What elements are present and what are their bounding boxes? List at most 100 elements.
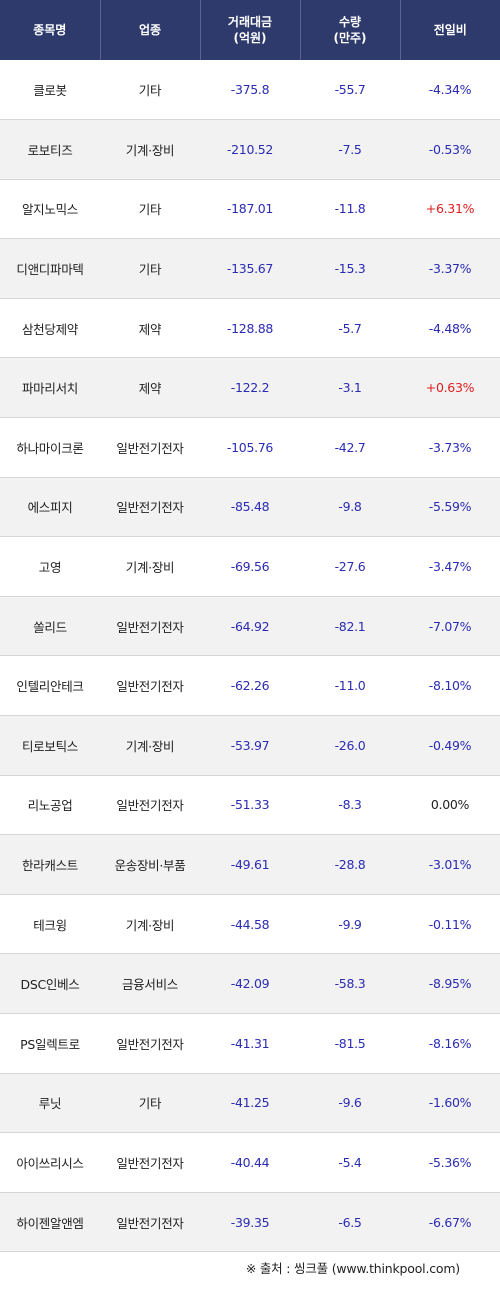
volume-cell: -28.8 [300,834,400,895]
table-row: 로보티즈 기계·장비 -210.52 -7.5 -0.53% [0,119,500,180]
amount-cell: -128.88 [200,298,300,359]
table-row: DSC인베스 금융서비스 -42.09 -58.3 -8.95% [0,953,500,1014]
amount-cell: -210.52 [200,119,300,180]
volume-cell: -42.7 [300,417,400,478]
volume-cell: -5.7 [300,298,400,359]
sector-cell: 제약 [100,357,200,419]
stock-name: DSC인베스 [0,953,100,1014]
amount-cell: -53.97 [200,715,300,776]
sector-cell: 기계·장비 [100,715,200,776]
change-cell: -8.95% [400,953,500,1014]
sector-cell: 일반전기전자 [100,655,200,717]
change-cell: -8.10% [400,655,500,717]
table-row: PS일렉트로 일반전기전자 -41.31 -81.5 -8.16% [0,1013,500,1074]
volume-cell: -58.3 [300,953,400,1014]
volume-cell: -7.5 [300,119,400,180]
amount-cell: -41.31 [200,1013,300,1074]
table-row: 리노공업 일반전기전자 -51.33 -8.3 0.00% [0,775,500,836]
stock-name: 고영 [0,536,100,597]
header-name: 종목명 [0,0,101,60]
change-cell: -1.60% [400,1073,500,1134]
change-cell: -4.34% [400,60,500,121]
sector-cell: 일반전기전자 [100,596,200,657]
stock-name: 클로봇 [0,60,100,121]
change-cell: -3.01% [400,834,500,895]
header-amount: 거래대금 (억원) [200,0,301,60]
stock-name: 인텔리안테크 [0,655,100,717]
amount-cell: -105.76 [200,417,300,478]
stock-name: 하이젠알앤엠 [0,1192,100,1253]
sector-cell: 일반전기전자 [100,477,200,538]
sector-cell: 기타 [100,1073,200,1134]
volume-cell: -27.6 [300,536,400,597]
stock-name: 테크윙 [0,894,100,955]
stock-name: 알지노믹스 [0,179,100,240]
stock-name: PS일렉트로 [0,1013,100,1074]
stock-name: 파마리서치 [0,357,100,419]
table-row: 삼천당제약 제약 -128.88 -5.7 -4.48% [0,298,500,359]
change-cell: -0.49% [400,715,500,776]
amount-cell: -62.26 [200,655,300,717]
amount-cell: -64.92 [200,596,300,657]
change-cell: -0.53% [400,119,500,180]
sector-cell: 운송장비·부품 [100,834,200,895]
source-note: ※ 출처 : 씽크풀 (www.thinkpool.com) [245,1261,460,1276]
volume-cell: -55.7 [300,60,400,121]
volume-cell: -9.6 [300,1073,400,1134]
amount-cell: -51.33 [200,775,300,836]
change-cell: -5.36% [400,1132,500,1193]
change-cell: -3.47% [400,536,500,597]
volume-cell: -8.3 [300,775,400,836]
change-cell: -4.48% [400,298,500,359]
stock-name: 루닛 [0,1073,100,1134]
sector-cell: 기계·장비 [100,894,200,955]
stock-name: 티로보틱스 [0,715,100,776]
sector-cell: 일반전기전자 [100,775,200,836]
stock-name: 리노공업 [0,775,100,836]
volume-cell: -3.1 [300,357,400,419]
table-row: 클로봇 기타 -375.8 -55.7 -4.34% [0,60,500,121]
sector-cell: 기타 [100,179,200,240]
stock-name: 쏠리드 [0,596,100,657]
volume-cell: -6.5 [300,1192,400,1253]
change-cell: -3.37% [400,238,500,299]
volume-cell: -15.3 [300,238,400,299]
amount-cell: -69.56 [200,536,300,597]
amount-cell: -135.67 [200,238,300,299]
stock-name: 한라캐스트 [0,834,100,895]
sector-cell: 기계·장비 [100,119,200,180]
table-row: 하나마이크론 일반전기전자 -105.76 -42.7 -3.73% [0,417,500,478]
sector-cell: 기타 [100,238,200,299]
table-row: 인텔리안테크 일반전기전자 -62.26 -11.0 -8.10% [0,655,500,717]
volume-cell: -9.9 [300,894,400,955]
table-row: 테크윙 기계·장비 -44.58 -9.9 -0.11% [0,894,500,955]
header-sector: 업종 [100,0,201,60]
table-body: 클로봇 기타 -375.8 -55.7 -4.34% 로보티즈 기계·장비 -210.52 -7… [0,60,500,1253]
change-cell: +6.31% [400,179,500,240]
stock-name: 에스피지 [0,477,100,538]
change-cell: 0.00% [400,775,500,836]
change-cell: -3.73% [400,417,500,478]
table-row: 고영 기계·장비 -69.56 -27.6 -3.47% [0,536,500,597]
table-header: 종목명 업종 거래대금 (억원) 수량 (만주) 전일비 [0,0,500,60]
change-cell: -8.16% [400,1013,500,1074]
change-cell: -5.59% [400,477,500,538]
amount-cell: -42.09 [200,953,300,1014]
table-row: 한라캐스트 운송장비·부품 -49.61 -28.8 -3.01% [0,834,500,895]
amount-cell: -44.58 [200,894,300,955]
volume-cell: -11.8 [300,179,400,240]
volume-cell: -9.8 [300,477,400,538]
amount-cell: -122.2 [200,357,300,419]
change-cell: -7.07% [400,596,500,657]
amount-cell: -41.25 [200,1073,300,1134]
sector-cell: 제약 [100,298,200,359]
header-change: 전일비 [400,0,500,60]
header-row: 종목명 업종 거래대금 (억원) 수량 (만주) 전일비 [0,0,500,60]
table-row: 루닛 기타 -41.25 -9.6 -1.60% [0,1073,500,1134]
header-volume: 수량 (만주) [300,0,401,60]
amount-cell: -49.61 [200,834,300,895]
change-cell: -6.67% [400,1192,500,1253]
sector-cell: 기타 [100,60,200,121]
sector-cell: 일반전기전자 [100,417,200,478]
sector-cell: 일반전기전자 [100,1192,200,1253]
